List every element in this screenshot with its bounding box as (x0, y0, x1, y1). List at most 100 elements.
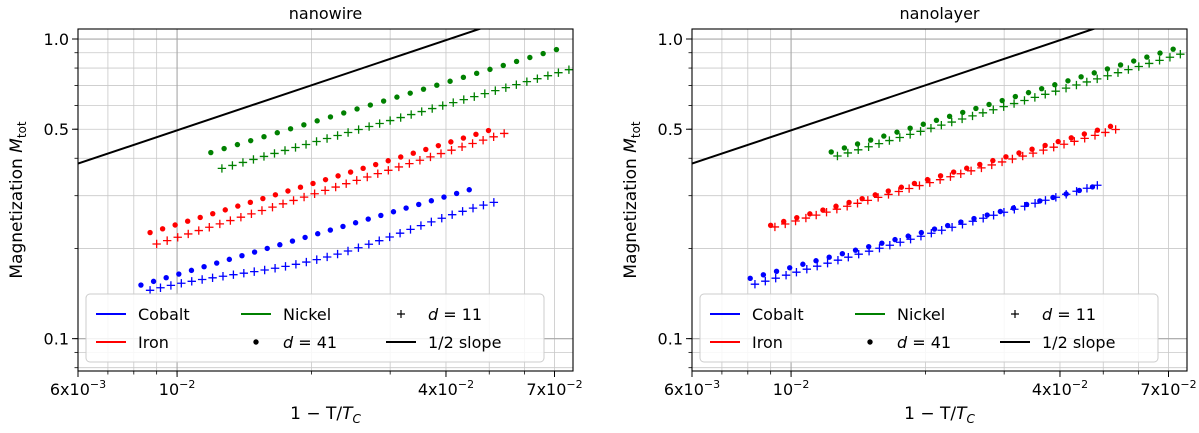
data-point (260, 195, 266, 202)
data-point (1165, 53, 1175, 62)
data-point (287, 126, 294, 132)
data-point (260, 265, 269, 275)
data-point (210, 210, 216, 217)
data-point (327, 227, 334, 233)
data-point (894, 129, 900, 135)
data-point (989, 105, 998, 114)
data-point (152, 239, 161, 249)
data-point (176, 271, 182, 277)
data-point (1090, 131, 1100, 140)
y-axis-label: Magnetization Mtot (621, 121, 643, 279)
data-point (1103, 71, 1112, 80)
data-point (1029, 146, 1035, 152)
data-point (792, 267, 801, 277)
data-point (843, 148, 853, 158)
data-point (460, 74, 467, 81)
data-point (823, 258, 832, 268)
legend-item: Nickel (241, 305, 331, 324)
data-point (1028, 148, 1038, 158)
data-point (299, 192, 309, 202)
x-tick-label: 7x10−2 (526, 378, 582, 399)
data-point (1052, 82, 1058, 88)
data-point (364, 240, 374, 249)
data-point (448, 139, 454, 145)
data-point (1082, 184, 1092, 193)
legend-swatch-plus (397, 310, 405, 318)
data-point (771, 273, 780, 283)
data-point (543, 71, 553, 80)
data-point (1012, 93, 1019, 100)
data-point (268, 202, 277, 212)
data-point (405, 159, 414, 168)
series-cobalt-d41 (138, 187, 472, 288)
data-point (968, 217, 978, 226)
data-point (423, 146, 429, 153)
data-point (395, 229, 405, 238)
data-point (781, 270, 791, 280)
data-point (187, 277, 196, 286)
data-point (885, 136, 894, 145)
data-point (1049, 142, 1058, 152)
data-point (1072, 80, 1081, 90)
data-point (320, 186, 330, 195)
x-tick-label: 4x10−2 (1032, 378, 1088, 399)
series-iron-d11 (152, 129, 509, 249)
data-point (274, 130, 280, 136)
data-point (1010, 205, 1019, 214)
data-point (184, 218, 191, 224)
data-point (1070, 137, 1079, 146)
data-point (867, 137, 874, 143)
legend-label: Cobalt (752, 305, 804, 324)
legend-item: d = 41 (867, 333, 951, 352)
data-point (499, 129, 509, 138)
data-point (416, 221, 426, 230)
data-point (802, 264, 812, 274)
data-point (522, 77, 532, 86)
data-point (352, 176, 361, 185)
data-point (340, 223, 346, 230)
data-point (363, 172, 372, 182)
data-point (173, 233, 182, 242)
data-point (217, 164, 227, 173)
chart-title: nanowire (289, 4, 362, 23)
data-point (434, 82, 440, 88)
data-point (396, 113, 405, 122)
data-point (1134, 62, 1143, 71)
data-point (226, 256, 233, 263)
reference-line-half-slope (692, 29, 1097, 165)
data-point (280, 146, 290, 155)
data-point (794, 214, 800, 221)
data-point (331, 182, 340, 192)
data-point (436, 149, 446, 158)
series-cobalt-d11 (750, 181, 1102, 289)
data-point (403, 205, 409, 211)
data-point (226, 216, 235, 225)
data-point (373, 169, 383, 178)
data-point (343, 246, 353, 256)
data-point (428, 198, 435, 204)
data-point (415, 156, 425, 165)
data-point (1020, 96, 1029, 105)
data-point (447, 78, 453, 84)
data-point (1072, 187, 1081, 196)
data-point (447, 210, 457, 219)
data-point (1176, 49, 1185, 59)
data-point (864, 142, 873, 151)
data-point (249, 155, 258, 164)
data-point (205, 223, 214, 232)
data-point (468, 203, 478, 213)
data-point (892, 236, 898, 243)
legend-label: 1/2 slope (428, 333, 501, 352)
data-point (915, 181, 924, 190)
data-point (1051, 87, 1060, 96)
data-point (979, 214, 988, 223)
data-point (384, 166, 393, 175)
x-tick-label: 6x10−3 (50, 378, 106, 399)
data-point (999, 102, 1008, 111)
y-tick-label: 0.1 (658, 330, 683, 349)
legend-swatch-plus (1011, 310, 1019, 318)
data-point (385, 116, 395, 125)
data-point (188, 267, 195, 274)
data-point (884, 190, 893, 199)
legend-item: 1/2 slope (1000, 333, 1115, 352)
